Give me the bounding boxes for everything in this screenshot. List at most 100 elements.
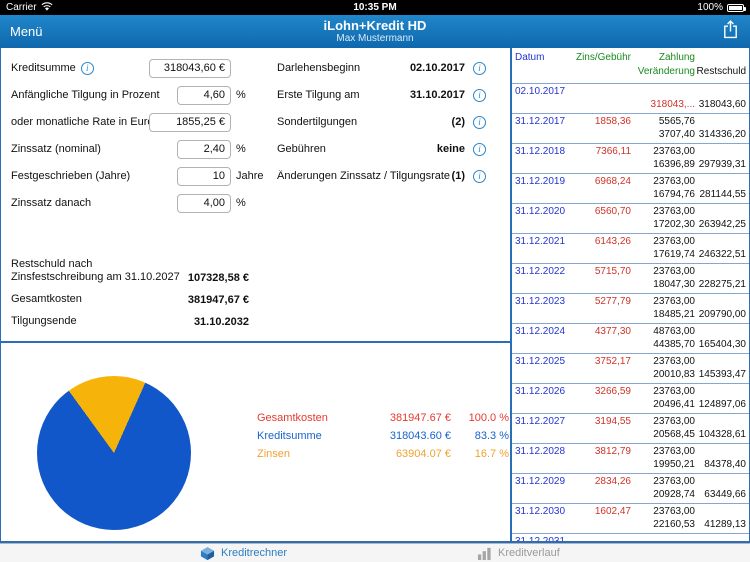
field-input[interactable]: 10	[177, 166, 231, 186]
cell-veraenderung: 19950,21	[653, 459, 695, 470]
field-label: Erste Tilgung am	[277, 89, 410, 101]
field-label: Sondertilgungen	[277, 116, 452, 128]
table-row: 31.12.2024 4377,30 48763,00 44385,70 165…	[512, 324, 749, 354]
cell-zahlung: 23763,00	[653, 476, 695, 487]
cell-zahlung: 23763,00	[653, 266, 695, 277]
field-label: oder monatliche Rate in Euro	[11, 116, 149, 128]
field-label-text: Gebühren	[277, 143, 326, 155]
loan-details-column: Darlehensbeginn 02.10.2017 Erste Tilgung…	[277, 58, 486, 220]
form-row: Erste Tilgung am 31.10.2017	[277, 85, 486, 105]
cell-zahlung: 5565,76	[658, 116, 695, 127]
cell-restschuld: 145393,47	[698, 369, 746, 380]
field-unit: %	[236, 89, 246, 101]
table-row: 31.12.2018 7366,11 23763,00 16396,89 297…	[512, 144, 749, 174]
wifi-icon	[41, 1, 53, 14]
cell-veraenderung: 20496,41	[653, 399, 695, 410]
tab-kreditverlauf[interactable]: Kreditverlauf	[477, 544, 560, 562]
summary-label-line1: Gesamtkosten	[11, 293, 82, 305]
field-label-text: Kreditsumme	[11, 62, 76, 74]
cell-restschuld: 124897,06	[698, 399, 746, 410]
cell-zins-gebuehr: 6968,24	[594, 176, 631, 187]
cell-zahlung: 23763,00	[653, 416, 695, 427]
field-value: (2)	[451, 116, 465, 128]
battery-percent: 100%	[697, 2, 723, 13]
cell-zins-gebuehr: 5715,70	[594, 266, 631, 277]
cell-restschuld: 314336,20	[698, 129, 746, 140]
header-zins-gebuehr: Zins/Gebühr	[575, 52, 631, 63]
field-label: Änderungen Zinssatz / Tilgungsrate	[277, 170, 452, 182]
table-row: 31.12.2026 3266,59 23763,00 20496,41 124…	[512, 384, 749, 414]
field-label: Darlehensbeginn	[277, 62, 410, 74]
info-icon[interactable]	[473, 142, 486, 156]
calculator-icon	[200, 546, 215, 561]
loan-inputs-column: Kreditsumme 318043,60 € Anfängliche Tilg…	[11, 58, 264, 220]
calculator-panel: Kreditsumme 318043,60 € Anfängliche Tilg…	[1, 48, 510, 541]
cell-zins-gebuehr: 3752,17	[594, 356, 631, 367]
info-icon[interactable]	[473, 115, 486, 129]
carrier-label: Carrier	[6, 2, 37, 13]
field-input[interactable]: 4,60	[177, 85, 231, 105]
cell-datum: 31.12.2024	[515, 326, 566, 337]
field-input[interactable]: 4,00	[177, 193, 231, 213]
cell-veraenderung: 20928,74	[653, 489, 695, 500]
chart-legend: Gesamtkosten 381947.67 € 100.0 % Kredits…	[257, 409, 509, 463]
info-icon[interactable]	[80, 61, 94, 75]
form-row: Darlehensbeginn 02.10.2017	[277, 58, 486, 78]
field-label-text: Anfängliche Tilgung in Prozent	[11, 89, 160, 101]
cell-datum: 31.12.2023	[515, 296, 566, 307]
field-label-text: Zinssatz (nominal)	[11, 143, 101, 155]
form-row: Anfängliche Tilgung in Prozent 4,60 %	[11, 85, 263, 105]
tab-kreditrechner[interactable]: Kreditrechner	[200, 544, 287, 562]
cell-restschuld: 63449,66	[704, 489, 746, 500]
table-row: 31.12.2030 1602,47 23763,00 22160,53 412…	[512, 504, 749, 534]
amortization-table[interactable]: 02.10.2017 318043,... 318043,60 31.12.20…	[512, 84, 749, 541]
form-row: Kreditsumme 318043,60 €	[11, 58, 263, 78]
field-label: Anfängliche Tilgung in Prozent	[11, 89, 177, 101]
info-icon[interactable]	[473, 88, 486, 102]
cell-zins-gebuehr: 1602,47	[594, 506, 631, 517]
cell-veraenderung: 16794,76	[653, 189, 695, 200]
cell-datum: 31.12.2030	[515, 506, 566, 517]
cell-zahlung	[631, 536, 695, 541]
bottom-tab-bar: Kreditrechner Kreditverlauf	[0, 543, 750, 562]
cell-zahlung: 23763,00	[653, 356, 695, 367]
legend-row: Gesamtkosten 381947.67 € 100.0 %	[257, 409, 509, 427]
legend-row: Zinsen 63904.07 € 16.7 %	[257, 445, 509, 463]
loan-form: Kreditsumme 318043,60 € Anfängliche Tilg…	[1, 48, 510, 343]
summary-row: Restschuld nach Zinsfestschreibung am 31…	[11, 258, 249, 284]
summary-row: Tilgungsende 31.10.2032	[11, 315, 249, 328]
field-input[interactable]: 318043,60 €	[149, 58, 231, 78]
field-input[interactable]: 1855,25 €	[149, 112, 231, 132]
summary-value: 107328,58 €	[187, 272, 249, 284]
menu-button[interactable]: Menü	[10, 24, 43, 39]
cell-datum: 31.12.2027	[515, 416, 566, 427]
summary-label-line1: Restschuld nach	[11, 258, 93, 270]
cell-zahlung: 23763,00	[653, 446, 695, 457]
header-restschuld: Restschuld	[696, 66, 746, 77]
field-unit: Jahre	[236, 170, 264, 182]
field-label: Gebühren	[277, 143, 437, 155]
share-button[interactable]	[719, 20, 741, 43]
field-label: Zinssatz danach	[11, 197, 177, 209]
info-icon[interactable]	[473, 169, 486, 183]
cell-veraenderung: 3707,40	[658, 129, 695, 140]
table-header: Datum Zins/Gebühr Zahlung Veränderung Re…	[512, 48, 749, 84]
cell-veraenderung: 17202,30	[653, 219, 695, 230]
cell-zins-gebuehr: 5277,79	[594, 296, 631, 307]
summary-value: 31.10.2032	[193, 316, 249, 328]
field-input[interactable]: 2,40	[177, 139, 231, 159]
form-row: Zinssatz (nominal) 2,40 %	[11, 139, 263, 159]
table-row: 02.10.2017 318043,... 318043,60	[512, 84, 749, 114]
form-row: Änderungen Zinssatz / Tilgungsrate (1)	[277, 166, 486, 186]
cell-zahlung	[631, 86, 695, 99]
cell-datum: 31.12.2025	[515, 356, 566, 367]
info-icon[interactable]	[473, 61, 486, 75]
cell-zins-gebuehr: 7366,11	[595, 146, 631, 157]
cell-restschuld: 209790,00	[698, 309, 746, 320]
cell-datum: 31.12.2017	[515, 116, 566, 127]
field-label-text: Zinssatz danach	[11, 197, 92, 209]
cell-zins-gebuehr: 6143,26	[594, 236, 631, 247]
table-row: 31.12.2023 5277,79 23763,00 18485,21 209…	[512, 294, 749, 324]
